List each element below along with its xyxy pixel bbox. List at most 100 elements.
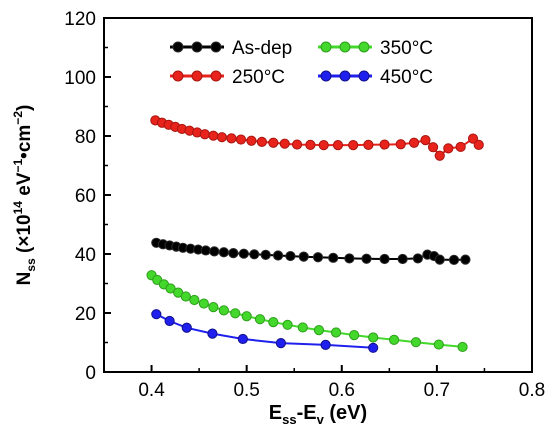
data-point-250-c: [395, 139, 406, 150]
data-point-as-dep: [209, 246, 220, 257]
data-point-as-dep: [361, 253, 372, 264]
data-point-250-c: [208, 130, 219, 141]
data-point-as-dep: [200, 245, 211, 256]
series-line-350-c: [150, 274, 463, 348]
data-point-as-dep: [328, 252, 339, 263]
data-point-250-c: [348, 140, 359, 151]
data-point-250-c: [199, 129, 210, 140]
data-point-350-c: [457, 341, 468, 353]
legend-item-350c: 350°C: [318, 38, 433, 59]
data-point-as-dep: [238, 248, 249, 259]
legend-item-250c: 250°C: [170, 67, 285, 88]
data-point-250-c: [408, 137, 420, 148]
data-point-350-c: [241, 311, 252, 322]
x-tick-label: 0.6: [329, 380, 355, 401]
x-tick-label: 0.4: [138, 380, 165, 401]
axis-tick-labels: 0.4 0.5 0.6 0.7 0.8 0 20 40 60 80 100 120: [64, 9, 545, 401]
data-point-350-c: [349, 330, 360, 341]
y-tick-label: 0: [85, 363, 96, 384]
data-point-as-dep: [260, 249, 271, 260]
data-point-250-c: [268, 137, 279, 148]
data-point-350-c: [410, 337, 422, 348]
data-point-350-c: [313, 325, 325, 336]
data-point-250-c: [291, 139, 303, 150]
data-point-as-dep: [228, 248, 239, 259]
data-point-250-c: [363, 139, 374, 150]
data-point-as-dep: [218, 247, 229, 258]
data-point-450-c: [320, 339, 331, 350]
data-point-350-c: [189, 294, 200, 306]
data-point-250-c: [443, 143, 454, 154]
data-point-250-c: [434, 150, 445, 161]
data-point-350-c: [297, 322, 308, 333]
data-point-250-c: [427, 142, 439, 153]
data-point-as-dep: [312, 252, 324, 263]
series-450-c: [151, 309, 379, 353]
data-point-as-dep: [397, 253, 408, 265]
legend-label-450c: 450°C: [380, 67, 433, 88]
x-tick-label: 0.8: [519, 380, 545, 401]
data-point-250-c: [279, 138, 290, 149]
data-point-as-dep: [298, 251, 309, 262]
data-point-350-c: [388, 334, 400, 345]
y-tick-label: 60: [75, 186, 96, 207]
data-point-as-dep: [448, 254, 460, 265]
legend-label-as-dep: As-dep: [232, 38, 292, 59]
series-350-c: [146, 270, 468, 353]
data-point-450-c: [181, 322, 192, 333]
data-point-as-dep: [272, 250, 284, 261]
series-250-c: [150, 115, 484, 161]
y-axis-title: Nss (×1014 eV−1•cm−2): [11, 105, 38, 286]
data-point-250-c: [332, 140, 344, 151]
x-tick-label: 0.7: [424, 380, 450, 401]
data-point-350-c: [165, 283, 176, 294]
data-point-350-c: [180, 291, 191, 302]
data-point-450-c: [164, 315, 175, 327]
data-point-as-dep: [379, 253, 390, 265]
data-point-as-dep: [344, 253, 355, 264]
legend: As-dep 350°C 250°C 450°C: [170, 38, 433, 88]
data-point-350-c: [282, 319, 293, 330]
data-point-350-c: [198, 298, 209, 309]
y-tick-label: 120: [64, 9, 96, 30]
data-point-250-c: [216, 132, 228, 143]
data-point-as-dep: [460, 254, 471, 265]
data-point-250-c: [305, 139, 316, 150]
data-point-250-c: [420, 135, 431, 146]
data-point-350-c: [230, 308, 241, 319]
data-point-250-c: [246, 135, 257, 146]
data-point-450-c: [151, 309, 162, 320]
data-point-350-c: [368, 332, 379, 343]
data-point-350-c: [218, 305, 229, 316]
data-point-250-c: [473, 139, 484, 150]
series-as-dep: [151, 237, 471, 265]
legend-label-250c: 250°C: [232, 67, 285, 88]
data-point-350-c: [254, 314, 266, 325]
data-point-450-c: [207, 328, 218, 339]
y-tick-label: 100: [64, 68, 96, 89]
data-point-250-c: [235, 134, 247, 145]
data-point-450-c: [275, 337, 287, 349]
legend-label-350c: 350°C: [380, 38, 433, 59]
data-point-250-c: [256, 136, 267, 147]
data-point-250-c: [379, 139, 390, 150]
y-tick-label: 20: [75, 304, 96, 325]
data-point-as-dep: [249, 249, 260, 260]
data-point-250-c: [318, 140, 329, 151]
data-point-350-c: [268, 317, 279, 328]
series-layer: [146, 115, 484, 353]
data-point-350-c: [433, 339, 444, 350]
legend-item-450c: 450°C: [318, 67, 433, 88]
data-point-250-c: [467, 133, 479, 144]
x-tick-label: 0.5: [233, 380, 259, 401]
data-point-450-c: [368, 342, 379, 353]
axis-ticks: [103, 17, 533, 373]
legend-item-as-dep: As-dep: [170, 38, 292, 59]
y-tick-label: 80: [75, 127, 96, 148]
data-point-450-c: [237, 333, 248, 345]
x-axis-title: Ess-Ev (eV): [269, 402, 367, 427]
data-point-250-c: [455, 141, 466, 153]
y-tick-label: 40: [75, 245, 96, 266]
data-point-350-c: [208, 302, 219, 313]
